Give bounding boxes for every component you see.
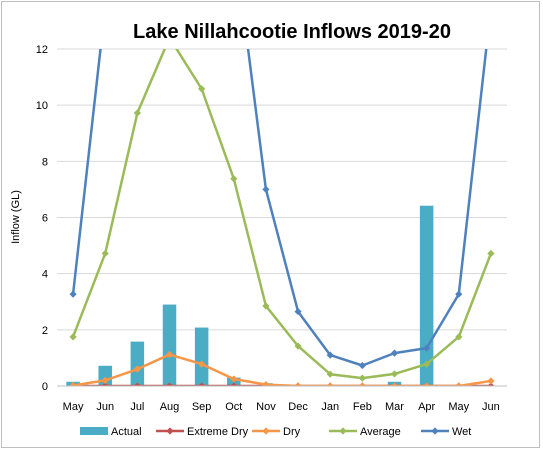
legend-marker-wet — [431, 427, 439, 435]
extreme-dry-point — [230, 382, 238, 386]
extreme-dry-point — [101, 382, 109, 386]
legend-marker-average — [339, 427, 347, 435]
dry-point — [165, 350, 174, 359]
wet-point — [294, 307, 302, 316]
dry-point — [487, 377, 495, 385]
legend-swatch-actual — [80, 427, 108, 435]
average-point — [326, 370, 334, 378]
legend-label-extreme-dry: Extreme Dry — [187, 426, 249, 438]
x-tick-label: Oct — [225, 401, 242, 413]
average-point — [487, 249, 495, 258]
average-point — [198, 85, 206, 93]
x-tick-label: Jun — [96, 401, 114, 413]
average-point — [358, 374, 366, 382]
y-tick-label: 4 — [42, 269, 48, 281]
dry-point — [101, 376, 109, 384]
dry-point — [358, 382, 366, 386]
average-point — [455, 333, 463, 341]
wet-line — [71, 49, 488, 367]
wet-point — [487, 3, 494, 10]
x-tick-label: Nov — [256, 401, 276, 413]
dry-point — [133, 365, 141, 373]
chart-title: Lake Nillahcootie Inflows 2019-20 — [133, 21, 451, 43]
y-axis-title: Inflow (GL) — [10, 190, 22, 244]
dry-line — [72, 353, 492, 386]
y-tick-labels: 0 2 4 6 8 10 12 — [36, 44, 48, 393]
dry-point — [390, 382, 399, 386]
x-tick-label: May — [63, 401, 84, 413]
average-point — [262, 302, 270, 310]
extreme-dry-point — [198, 382, 206, 386]
dry-point — [294, 382, 302, 386]
actual-bar — [162, 304, 177, 386]
x-tick-label: Jun — [482, 401, 500, 413]
legend-marker-extreme-dry — [166, 427, 174, 435]
x-tick-label: Mar — [385, 401, 404, 413]
average-point — [69, 333, 77, 341]
y-tick-label: 0 — [42, 381, 48, 393]
wet-point — [102, 3, 109, 10]
x-tick-label: May — [448, 401, 469, 413]
x-tick-label: Jul — [130, 401, 144, 413]
actual-bar — [194, 327, 209, 386]
dry-point — [198, 360, 206, 368]
wet-point — [358, 361, 366, 370]
scenario-lines — [69, 3, 495, 386]
dry-point — [326, 382, 334, 386]
wet-point — [390, 349, 399, 357]
x-tick-label: Dec — [288, 401, 308, 413]
dry-point — [262, 380, 270, 386]
x-tick-label: Sep — [192, 401, 212, 413]
y-tick-label: 6 — [42, 213, 48, 225]
y-tick-label: 12 — [36, 44, 48, 56]
x-tick-label: Apr — [418, 401, 435, 413]
x-tick-label: Aug — [160, 401, 180, 413]
extreme-dry-point — [133, 382, 141, 386]
wet-point — [326, 351, 334, 359]
legend-label-average: Average — [360, 426, 401, 438]
average-point — [423, 360, 431, 368]
y-tick-label: 2 — [42, 325, 48, 337]
y-tick-label: 10 — [36, 100, 48, 112]
legend-label-actual: Actual — [111, 426, 142, 438]
x-tick-label: Feb — [353, 401, 372, 413]
average-point — [390, 370, 399, 378]
legend-label-dry: Dry — [283, 426, 301, 438]
x-tick-labels: May Jun Jul Aug Sep Oct Nov Dec Jan Feb Mar Apr May J… — [63, 401, 500, 413]
legend-label-wet: Wet — [452, 426, 471, 438]
wet-point — [69, 290, 77, 298]
actual-bar — [130, 341, 145, 386]
gridlines — [57, 48, 507, 331]
average-line — [71, 49, 493, 380]
dry-point — [230, 375, 238, 383]
y-tick-label: 8 — [42, 156, 48, 168]
wet-point — [262, 185, 270, 194]
legend-marker-dry — [262, 427, 270, 435]
extreme-dry-point — [165, 382, 174, 386]
wet-point — [455, 290, 463, 298]
average-point — [101, 249, 109, 258]
dry-point — [69, 381, 77, 386]
legend: Actual Extreme Dry Dry Average Wet — [80, 426, 471, 438]
wet-point — [423, 344, 431, 352]
average-point — [230, 175, 238, 183]
average-point — [133, 109, 141, 117]
dry-point — [455, 382, 463, 386]
average-point — [294, 342, 302, 350]
x-tick-label: Jan — [321, 401, 339, 413]
dry-point — [423, 382, 431, 386]
